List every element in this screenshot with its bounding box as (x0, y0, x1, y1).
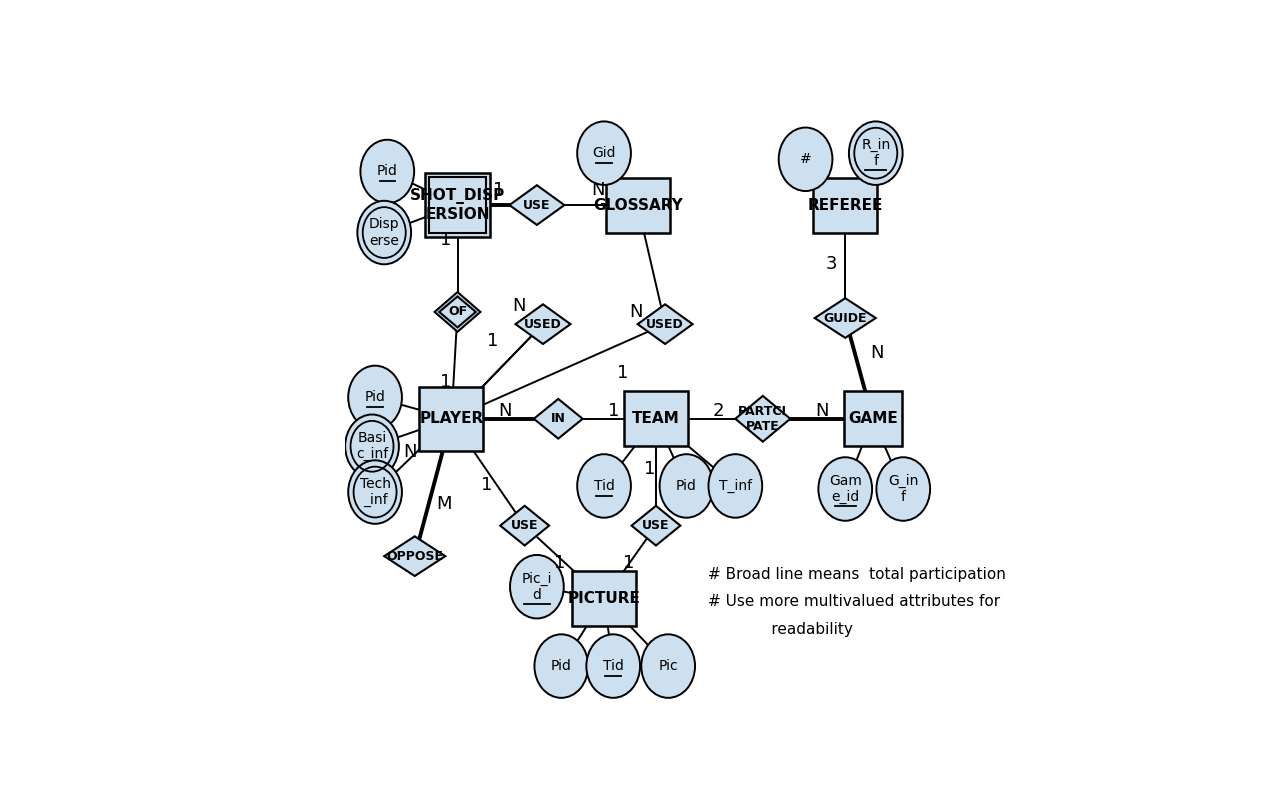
Text: GLOSSARY: GLOSSARY (592, 197, 682, 213)
Text: 1: 1 (440, 374, 451, 391)
Ellipse shape (360, 140, 415, 203)
Text: #: # (800, 152, 812, 167)
FancyBboxPatch shape (420, 387, 483, 451)
Polygon shape (631, 506, 681, 546)
Text: M: M (436, 496, 451, 513)
Text: N: N (629, 303, 643, 321)
Text: Pid: Pid (365, 390, 385, 404)
Text: PLAYER: PLAYER (420, 412, 483, 427)
Ellipse shape (358, 201, 411, 264)
Text: Pid: Pid (676, 479, 697, 493)
Ellipse shape (586, 634, 640, 698)
Text: Gam
e_id: Gam e_id (829, 474, 862, 504)
Text: USE: USE (511, 519, 539, 532)
Text: PICTURE: PICTURE (568, 592, 640, 607)
Ellipse shape (345, 415, 399, 478)
Ellipse shape (577, 121, 631, 185)
Text: USE: USE (642, 519, 670, 532)
Text: 3: 3 (825, 255, 838, 273)
Text: Disp
erse: Disp erse (369, 217, 399, 247)
FancyBboxPatch shape (843, 391, 902, 446)
Text: OF: OF (448, 305, 467, 319)
Polygon shape (735, 396, 790, 442)
Polygon shape (510, 186, 564, 225)
FancyBboxPatch shape (624, 391, 689, 446)
Text: N: N (403, 443, 417, 462)
Ellipse shape (577, 454, 631, 518)
Text: # Use more multivalued attributes for: # Use more multivalued attributes for (708, 595, 1000, 610)
Text: PARTCI
PATE: PARTCI PATE (738, 404, 787, 433)
Text: 2: 2 (713, 403, 724, 420)
Text: USED: USED (524, 318, 562, 331)
Text: 1: 1 (644, 461, 656, 478)
Polygon shape (384, 536, 445, 576)
Text: N: N (498, 403, 512, 420)
Text: T_inf: T_inf (719, 479, 752, 493)
Text: 1: 1 (554, 554, 566, 573)
Text: Tid: Tid (593, 479, 615, 493)
Text: GUIDE: GUIDE (823, 312, 867, 324)
Text: Pid: Pid (550, 659, 572, 673)
Ellipse shape (709, 454, 762, 518)
FancyBboxPatch shape (572, 572, 637, 626)
Ellipse shape (818, 458, 872, 521)
Text: TEAM: TEAM (631, 412, 680, 427)
Ellipse shape (659, 454, 714, 518)
Ellipse shape (349, 366, 402, 429)
Text: Gid: Gid (592, 146, 616, 160)
Text: 1: 1 (607, 403, 619, 420)
Text: N: N (870, 344, 884, 362)
Ellipse shape (534, 634, 588, 698)
Text: Pid: Pid (377, 164, 398, 178)
Text: Tid: Tid (602, 659, 624, 673)
Text: readability: readability (708, 622, 853, 637)
Text: 1: 1 (624, 554, 635, 573)
Text: GAME: GAME (848, 412, 898, 427)
FancyBboxPatch shape (606, 178, 670, 232)
Text: USE: USE (524, 198, 550, 212)
Ellipse shape (642, 634, 695, 698)
Text: N: N (591, 181, 605, 199)
Ellipse shape (349, 460, 402, 524)
Polygon shape (815, 298, 876, 338)
Polygon shape (534, 399, 583, 439)
Text: N: N (512, 297, 525, 315)
Polygon shape (435, 292, 481, 331)
FancyBboxPatch shape (426, 173, 489, 237)
Text: REFEREE: REFEREE (808, 197, 883, 213)
Text: OPPOSE: OPPOSE (387, 550, 444, 563)
Text: USED: USED (647, 318, 683, 331)
FancyBboxPatch shape (813, 178, 877, 232)
Text: 1: 1 (487, 331, 498, 350)
Text: G_in
f: G_in f (888, 474, 918, 504)
Ellipse shape (848, 121, 903, 185)
Text: Pic_i
d: Pic_i d (521, 572, 552, 602)
Text: 1: 1 (481, 476, 492, 494)
Text: R_in
f: R_in f (861, 138, 890, 168)
Text: SHOT_DISP
ERSION: SHOT_DISP ERSION (410, 189, 505, 222)
Polygon shape (638, 305, 692, 344)
Polygon shape (516, 305, 571, 344)
Text: N: N (815, 403, 829, 420)
Text: Tech
_inf: Tech _inf (360, 477, 391, 508)
Text: 1: 1 (616, 364, 628, 382)
Text: Basi
c_inf: Basi c_inf (356, 431, 388, 462)
Ellipse shape (510, 555, 564, 619)
Text: # Broad line means  total participation: # Broad line means total participation (708, 567, 1006, 582)
Ellipse shape (779, 128, 832, 191)
Text: 1: 1 (440, 232, 451, 250)
Ellipse shape (876, 458, 931, 521)
Text: 1: 1 (493, 181, 505, 199)
Text: Pic: Pic (658, 659, 678, 673)
Text: IN: IN (550, 412, 566, 425)
Polygon shape (501, 506, 549, 546)
